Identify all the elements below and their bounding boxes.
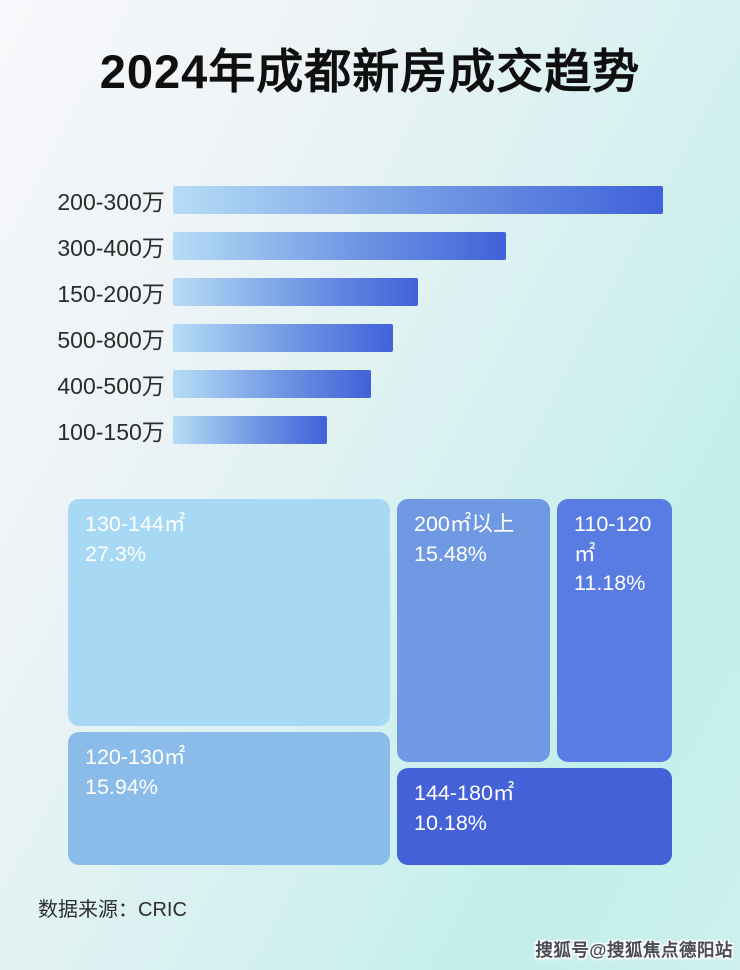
bar-row: 100-150万	[38, 407, 663, 453]
treemap-block-value: 11.18%	[574, 571, 646, 596]
bar-row: 150-200万	[38, 269, 663, 315]
treemap-block-144-180: 144-180㎡ 10.18%	[397, 768, 672, 865]
bar	[172, 370, 372, 398]
treemap-block-value: 15.48%	[414, 541, 487, 566]
watermark: 搜狐号@搜狐焦点德阳站	[535, 940, 733, 960]
bar	[172, 416, 328, 444]
treemap-block-label: 110-120㎡	[574, 512, 652, 566]
bar-row: 400-500万	[38, 361, 663, 407]
treemap-block-label: 120-130㎡	[85, 745, 186, 769]
bar-row: 300-400万	[38, 223, 663, 269]
bar	[172, 324, 394, 352]
bar-category-label: 100-150万	[57, 419, 165, 445]
treemap-block-value: 27.3%	[85, 541, 146, 566]
bar-track	[172, 370, 663, 398]
treemap-block-110-120: 110-120㎡ 11.18%	[557, 499, 672, 762]
treemap-block-120-130: 120-130㎡ 15.94%	[68, 732, 390, 865]
bar	[172, 186, 663, 214]
treemap-block-130-144: 130-144㎡ 27.3%	[68, 499, 390, 726]
bar-category-label: 200-300万	[57, 189, 165, 215]
bar-category-label: 150-200万	[57, 281, 165, 307]
bar-track	[172, 278, 663, 306]
bar	[172, 232, 507, 260]
treemap-block-label: 130-144㎡	[85, 512, 186, 536]
bar-row: 200-300万	[38, 177, 663, 223]
bar-track	[172, 416, 663, 444]
bar-category-label: 400-500万	[57, 373, 165, 399]
bar-category-label: 500-800万	[57, 327, 165, 353]
price-range-bar-chart: 200-300万 300-400万 150-200万 500-800万 400-…	[38, 177, 663, 453]
bar-track	[172, 186, 663, 214]
bar	[172, 278, 418, 306]
bar-track	[172, 232, 663, 260]
treemap-block-value: 10.18%	[414, 810, 487, 835]
data-source-label: 数据来源：CRIC	[38, 899, 187, 921]
treemap-block-label: 200㎡以上	[414, 512, 515, 536]
area-size-treemap: 130-144㎡ 27.3% 120-130㎡ 15.94% 200㎡以上 15…	[68, 499, 672, 865]
bar-track	[172, 324, 663, 352]
treemap-block-value: 15.94%	[85, 774, 158, 799]
page-title: 2024年成都新房成交趋势	[99, 45, 641, 98]
bar-category-label: 300-400万	[57, 235, 165, 261]
treemap-block-label: 144-180㎡	[414, 781, 515, 805]
bar-row: 500-800万	[38, 315, 663, 361]
treemap-block-200-plus: 200㎡以上 15.48%	[397, 499, 550, 762]
